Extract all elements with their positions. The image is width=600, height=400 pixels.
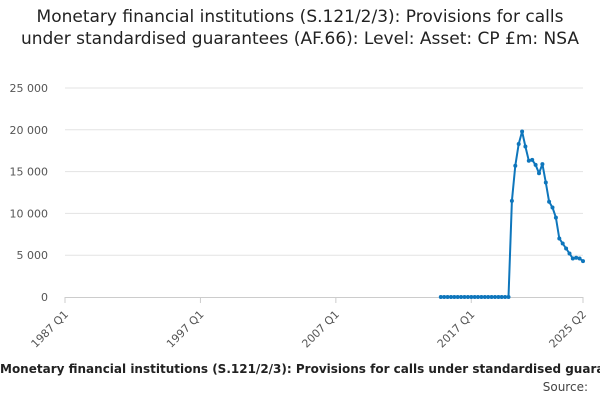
data-point	[526, 158, 531, 163]
data-point	[509, 198, 514, 203]
data-point	[438, 295, 443, 299]
y-tick-label: 15 000	[10, 166, 49, 179]
data-point	[520, 129, 525, 134]
data-point	[567, 251, 572, 256]
data-point	[523, 144, 528, 149]
data-point	[550, 205, 555, 210]
data-point	[496, 295, 501, 299]
data-point	[516, 142, 521, 146]
data-point	[465, 295, 470, 299]
legend: Monetary financial institutions (S.121/2…	[0, 362, 600, 376]
data-point	[570, 256, 575, 261]
x-tick-label: 1987 Q1	[29, 308, 72, 351]
data-point	[479, 295, 484, 299]
data-point	[503, 295, 508, 299]
data-point	[530, 157, 535, 162]
data-point	[493, 295, 497, 299]
x-tick-label: 2025 Q2	[547, 308, 590, 351]
data-point	[553, 215, 558, 220]
y-tick-label: 0	[41, 291, 48, 304]
series-group	[438, 129, 585, 299]
x-tick-label: 2017 Q1	[435, 308, 478, 351]
chart-title: Monetary financial institutions (S.121/2…	[20, 7, 580, 49]
data-point	[513, 163, 518, 168]
x-tick-label: 1997 Q1	[164, 308, 207, 351]
data-point	[445, 295, 450, 299]
data-point	[543, 180, 548, 185]
source-label: Source:	[542, 380, 588, 394]
x-tick-label: 2007 Q1	[299, 308, 342, 351]
legend-label: Monetary financial institutions (S.121/2…	[0, 362, 600, 376]
data-point	[547, 199, 552, 204]
gridlines	[65, 87, 583, 256]
data-point	[486, 295, 491, 299]
data-point	[449, 295, 453, 299]
data-point	[482, 295, 487, 299]
y-tick-label: 5 000	[17, 249, 49, 262]
data-point	[442, 295, 447, 299]
data-point	[560, 241, 565, 246]
data-point	[506, 295, 511, 299]
series-line	[440, 130, 584, 298]
data-point	[574, 255, 579, 260]
y-tick-label: 20 000	[10, 124, 49, 137]
data-point	[533, 162, 538, 167]
data-point	[452, 295, 457, 299]
y-axis-tick-labels: 0 5 000 10 000 15 000 20 000 25 000	[10, 82, 49, 304]
data-point	[537, 171, 541, 176]
data-point	[469, 295, 474, 299]
y-tick-label: 25 000	[10, 82, 49, 95]
data-point	[455, 295, 460, 299]
data-point	[540, 162, 545, 167]
data-point	[489, 295, 494, 299]
data-point	[459, 295, 464, 299]
data-point	[557, 236, 562, 241]
data-point	[476, 295, 480, 299]
data-point	[472, 295, 477, 299]
y-tick-label: 10 000	[10, 207, 49, 220]
data-point	[499, 295, 504, 299]
x-axis-ticks: 1987 Q1 1997 Q1 2007 Q1 2017 Q1 2025 Q2	[29, 297, 590, 351]
data-point	[462, 295, 467, 299]
data-point	[581, 259, 585, 264]
data-point	[564, 246, 569, 251]
data-point	[577, 256, 582, 261]
